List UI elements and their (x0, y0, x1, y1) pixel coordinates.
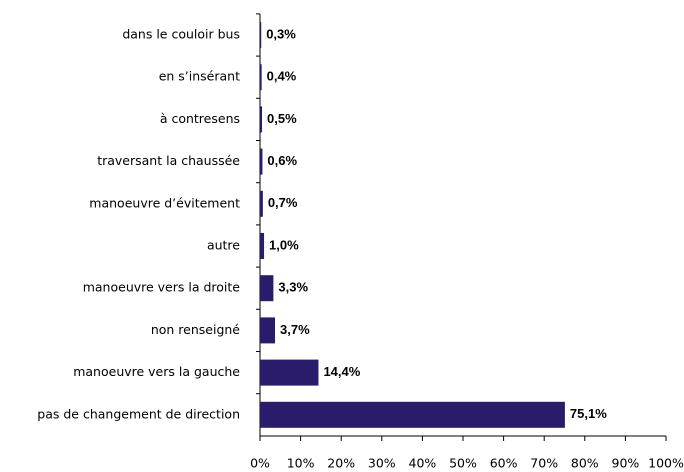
y-tick-label: manoeuvre vers la droite (83, 280, 241, 295)
y-tick-label: autre (207, 238, 240, 253)
y-tick-label: en s’insérant (159, 69, 240, 84)
x-tick-label: 90% (612, 456, 640, 471)
value-label: 0,6% (267, 153, 297, 168)
bar (260, 359, 319, 386)
value-label: 14,4% (323, 364, 360, 379)
bar (260, 317, 276, 344)
bar (260, 275, 274, 302)
bar (260, 106, 263, 133)
y-tick-label: manoeuvre d’évitement (89, 195, 240, 210)
bar (260, 233, 265, 259)
value-label: 3,7% (280, 322, 310, 337)
value-label: 0,7% (268, 195, 298, 210)
x-tick-label: 60% (490, 456, 518, 471)
x-tick-label: 50% (449, 456, 477, 471)
value-label: 0,3% (266, 26, 296, 41)
bar (260, 190, 263, 217)
bar (260, 22, 262, 48)
x-tick-label: 20% (327, 456, 355, 471)
value-label: 75,1% (570, 406, 607, 421)
y-tick-label: manoeuvre vers la gauche (73, 364, 240, 379)
x-tick-label: 80% (571, 456, 599, 471)
bar (260, 64, 262, 91)
y-tick-label: traversant la chaussée (97, 153, 240, 168)
value-label: 0,4% (267, 69, 297, 84)
y-tick-label: non renseigné (151, 322, 240, 337)
bar (260, 401, 565, 428)
y-tick-label: à contresens (160, 111, 240, 126)
value-label: 1,0% (269, 237, 299, 252)
y-tick-label: dans le couloir bus (122, 27, 240, 42)
x-tick-label: 0% (250, 456, 270, 471)
x-tick-label: 40% (409, 456, 437, 471)
x-tick-label: 100% (648, 456, 684, 471)
value-label: 3,3% (278, 280, 308, 295)
y-tick-label: pas de changement de direction (37, 406, 240, 421)
bar (260, 148, 263, 175)
x-tick-label: 10% (287, 456, 315, 471)
value-label: 0,5% (267, 111, 297, 126)
x-tick-label: 30% (368, 456, 396, 471)
x-tick-label: 70% (530, 456, 558, 471)
